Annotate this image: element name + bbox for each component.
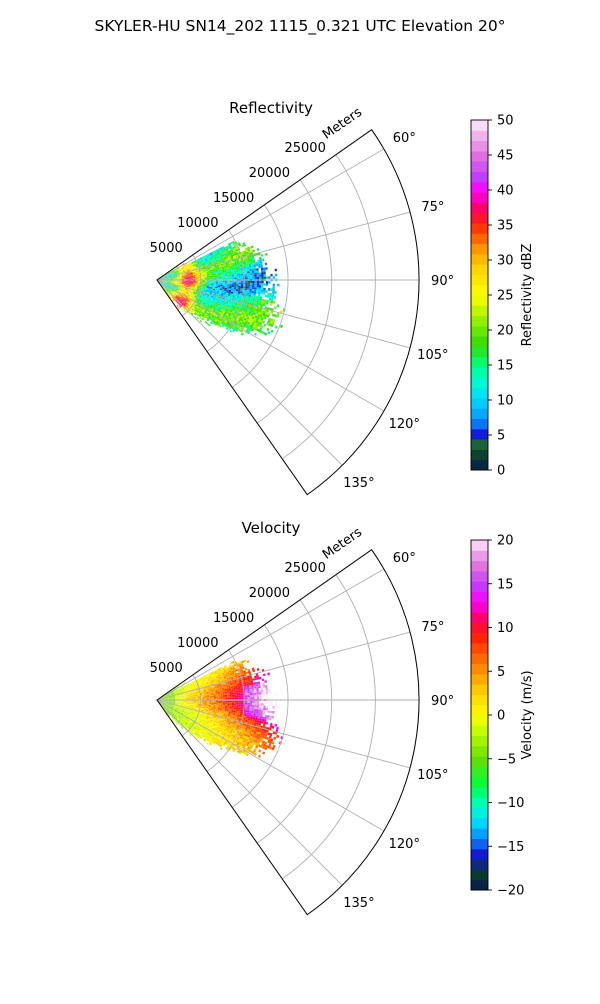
reflectivity-angle-tick-label: 60° — [393, 131, 416, 146]
velocity-radial-tick-label: 5000 — [150, 661, 183, 676]
reflectivity-radial-tick-label: 25000 — [284, 141, 325, 156]
reflectivity-angle-tick-label: 135° — [343, 476, 374, 491]
reflectivity-colorbar-tick-label: 5 — [497, 429, 505, 444]
velocity-angle-tick-label: 135° — [343, 896, 374, 911]
reflectivity-radial-axis-label: Meters — [320, 105, 365, 143]
reflectivity-radial-tick-label: 10000 — [177, 216, 218, 231]
velocity-angle-tick-label: 90° — [431, 694, 454, 709]
reflectivity-colorbar-tick-label: 15 — [497, 359, 514, 374]
velocity-radial-tick-label: 25000 — [284, 561, 325, 576]
velocity-grid — [156, 568, 419, 886]
reflectivity-colorbar-tick-label: 45 — [497, 149, 514, 164]
reflectivity-radial-tick-label: 5000 — [150, 241, 183, 256]
reflectivity-colorbar-tick-label: 35 — [497, 219, 514, 234]
reflectivity-echo-field — [157, 240, 286, 336]
velocity-radial-tick-label: 20000 — [249, 586, 290, 601]
reflectivity-frame — [156, 129, 420, 496]
reflectivity-colorbar-tick-label: 30 — [497, 254, 514, 269]
velocity-angle-tick-label: 60° — [393, 551, 416, 566]
reflectivity-panel: Reflectivity 5000 10000 15000 20000 25000Mete… — [150, 99, 535, 496]
velocity-frame — [156, 549, 420, 916]
velocity-colorbar: −20 −15 −10 −5 0 5 10 15 20 Velocity (m/s) — [470, 534, 535, 899]
velocity-colorbar-tick-label: 0 — [497, 709, 505, 724]
velocity-title: Velocity — [242, 519, 301, 537]
reflectivity-radial-tick-label: 15000 — [213, 191, 254, 206]
velocity-radial-tick-label: 10000 — [177, 636, 218, 651]
reflectivity-angle-tick-label: 90° — [431, 274, 454, 289]
velocity-radial-axis-label: Meters — [320, 525, 365, 563]
velocity-angle-tick-label: 105° — [417, 768, 448, 783]
reflectivity-title: Reflectivity — [229, 99, 313, 117]
velocity-colorbar-tick-label: 20 — [497, 534, 514, 549]
velocity-colorbar-tick-label: −10 — [497, 796, 524, 811]
velocity-colorbar-tick-label: −15 — [497, 840, 524, 855]
reflectivity-angle-tick-label: 105° — [417, 348, 448, 363]
reflectivity-colorbar-tick-label: 50 — [497, 114, 514, 129]
reflectivity-colorbar-tick-label: 40 — [497, 184, 514, 199]
reflectivity-radial-tick-label: 20000 — [249, 166, 290, 181]
reflectivity-colorbar-tick-label: 25 — [497, 289, 514, 304]
velocity-radial-tick-label: 15000 — [213, 611, 254, 626]
reflectivity-colorbar-tick-label: 10 — [497, 394, 514, 409]
velocity-angle-tick-label: 120° — [389, 837, 420, 852]
velocity-colorbar-label: Velocity (m/s) — [520, 670, 535, 759]
velocity-colorbar-tick-label: 15 — [497, 577, 514, 592]
velocity-colorbar-tick-label: −20 — [497, 884, 524, 899]
velocity-colorbar-tick-label: −5 — [497, 752, 516, 767]
velocity-angle-tick-label: 75° — [421, 620, 444, 635]
reflectivity-angle-tick-label: 75° — [421, 200, 444, 215]
reflectivity-colorbar-label: Reflectivity dBZ — [520, 244, 535, 347]
reflectivity-colorbar-tick-label: 20 — [497, 324, 514, 339]
figure-title: SKYLER-HU SN14_202 1115_0.321 UTC Elevat… — [95, 17, 506, 36]
reflectivity-colorbar: 0 5 10 15 20 25 30 35 40 45 50 Reflectivity dBZ — [470, 114, 535, 479]
reflectivity-angle-tick-label: 120° — [389, 417, 420, 432]
reflectivity-colorbar-tick-label: 0 — [497, 464, 505, 479]
velocity-colorbar-tick-label: 10 — [497, 621, 514, 636]
velocity-colorbar-tick-label: 5 — [497, 665, 505, 680]
reflectivity-grid — [156, 148, 419, 466]
